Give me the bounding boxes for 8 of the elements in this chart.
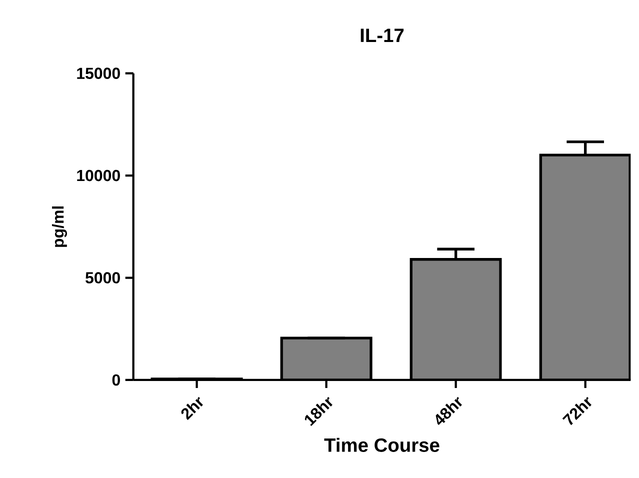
- y-axis-title: pg/ml: [52, 206, 67, 247]
- x-axis-title: Time Course: [324, 438, 440, 452]
- x-tick-label: 2hr: [181, 397, 203, 420]
- y-tick-label: 0: [112, 374, 120, 386]
- y-tick-label: 10000: [77, 170, 120, 182]
- y-tick-label: 5000: [86, 272, 120, 284]
- chart-title: IL-17: [360, 28, 404, 42]
- y-tick-label: 15000: [77, 68, 120, 79]
